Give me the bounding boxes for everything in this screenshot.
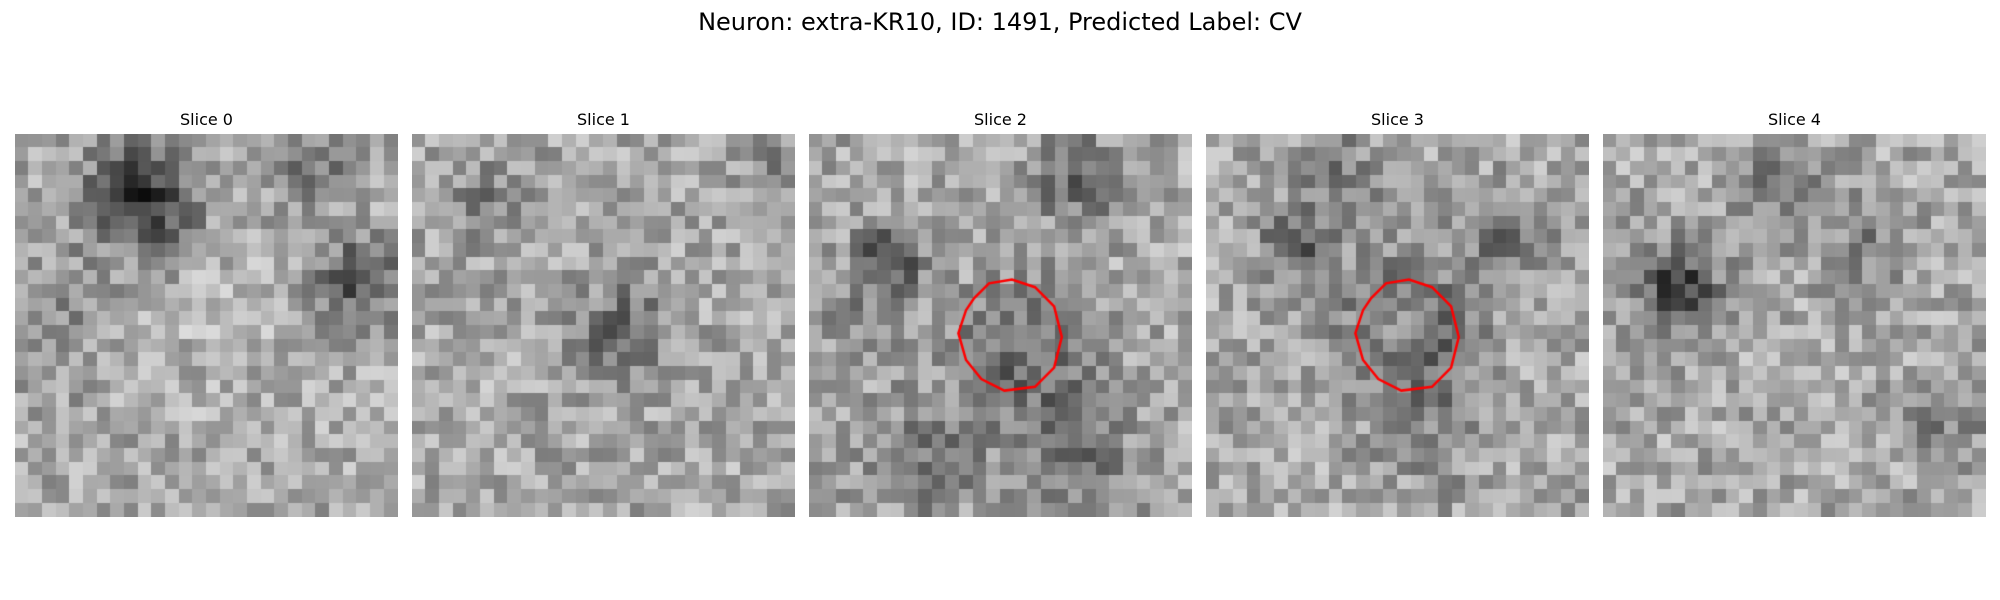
slice-panel-4: Slice 4 — [1603, 110, 1986, 517]
slice-image — [1206, 134, 1589, 517]
figure-title: Neuron: extra-KR10, ID: 1491, Predicted … — [698, 8, 1302, 36]
slice-title: Slice 0 — [180, 110, 233, 129]
slice-title: Slice 1 — [577, 110, 630, 129]
slice-panel-2: Slice 2 — [809, 110, 1192, 517]
slice-image — [412, 134, 795, 517]
slice-panel-3: Slice 3 — [1206, 110, 1589, 517]
slice-title: Slice 4 — [1768, 110, 1821, 129]
slice-title: Slice 2 — [974, 110, 1027, 129]
slice-panel-1: Slice 1 — [412, 110, 795, 517]
slice-image — [1603, 134, 1986, 517]
slice-image — [15, 134, 398, 517]
slice-panel-0: Slice 0 — [15, 110, 398, 517]
slice-title: Slice 3 — [1371, 110, 1424, 129]
slice-image — [809, 134, 1192, 517]
